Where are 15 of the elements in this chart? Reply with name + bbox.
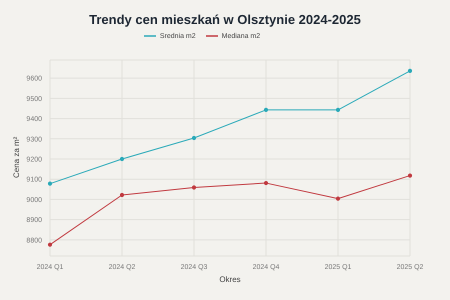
point (408, 173, 412, 178)
chart-title: Trendy cen mieszkań w Olsztynie 2024-2025 (88, 12, 362, 27)
point (192, 185, 196, 190)
point (408, 68, 412, 74)
point (264, 180, 268, 186)
point (264, 108, 268, 112)
point (120, 156, 124, 162)
point (336, 108, 340, 112)
point (48, 242, 52, 247)
point (120, 192, 124, 198)
x-axis-title: Okres (219, 275, 241, 284)
point (48, 182, 52, 186)
point (192, 136, 196, 140)
point (336, 196, 340, 201)
y-axis-title: Cena za m² (12, 136, 21, 178)
